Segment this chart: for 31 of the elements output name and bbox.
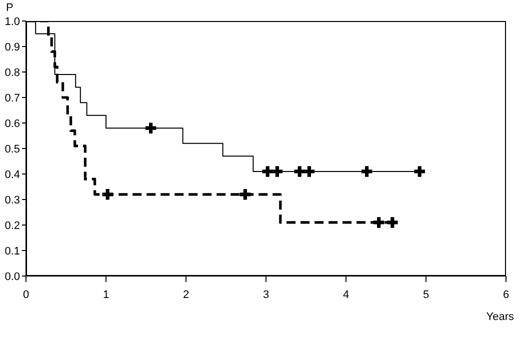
y-tick-label: 0.0 [4,270,20,283]
y-tick-label: 0.9 [4,41,20,54]
x-tick-label: 5 [422,288,430,301]
y-tick-label: 0.4 [4,168,20,181]
y-tick-label: 0.6 [4,118,20,130]
x-tick-label: 3 [262,288,270,301]
y-tick-label: 0.7 [4,92,20,104]
point [361,166,372,177]
x-axis-title: Years [486,311,514,323]
x-tick-label: 6 [502,288,510,301]
point [387,217,398,228]
y-tick-label: 0.3 [4,194,20,206]
point [240,189,251,200]
x-tick-label: 2 [182,288,190,301]
point [272,166,283,177]
y-tick-label: 0.8 [4,66,20,79]
point [102,189,113,200]
point [304,166,315,177]
point [373,217,384,228]
y-tick-label: 0.1 [4,245,20,258]
point [414,166,425,177]
y-axis-title: P [6,2,14,14]
x-tick-label: 1 [102,288,110,301]
x-tick-label: 0 [22,288,30,301]
y-tick-label: 0.5 [4,143,20,156]
y-tick-label: 0.2 [4,220,20,232]
point [262,166,273,177]
point [145,122,156,134]
y-tick-label: 1.0 [4,16,20,28]
point [294,166,305,177]
x-tick-label: 4 [342,288,350,301]
